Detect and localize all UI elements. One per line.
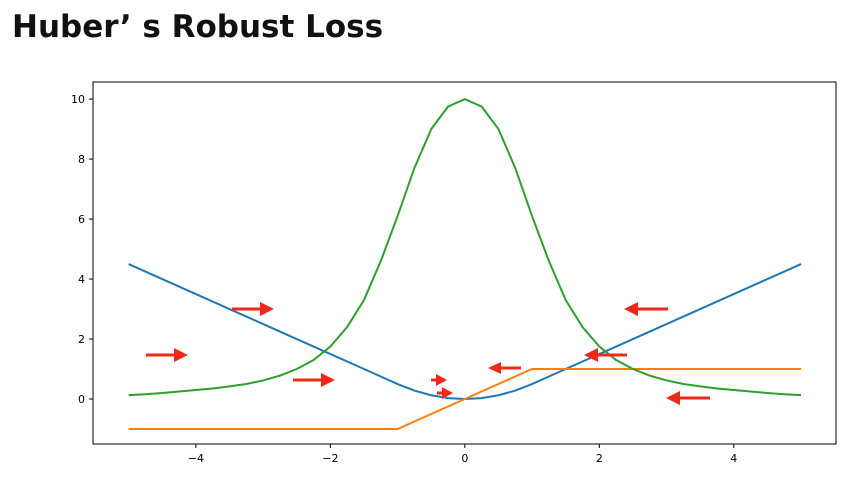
y-tick-label: 8 xyxy=(78,153,85,166)
y-tick-label: 2 xyxy=(78,333,85,346)
y-tick-label: 6 xyxy=(78,213,85,226)
x-tick-label: −2 xyxy=(322,452,338,465)
annotation-arrows xyxy=(146,302,710,405)
x-tick-label: −4 xyxy=(188,452,204,465)
x-tick-label: 0 xyxy=(461,452,468,465)
y-tick-label: 10 xyxy=(71,93,85,106)
chart-title: Huber’ s Robust Loss xyxy=(12,9,383,45)
y-tick-label: 0 xyxy=(78,393,85,406)
series-line xyxy=(128,368,802,431)
y-tick-label: 4 xyxy=(78,273,85,286)
series-line xyxy=(128,98,802,397)
x-tick-label: 2 xyxy=(596,452,603,465)
x-tick-label: 4 xyxy=(730,452,737,465)
series-line xyxy=(128,263,802,401)
